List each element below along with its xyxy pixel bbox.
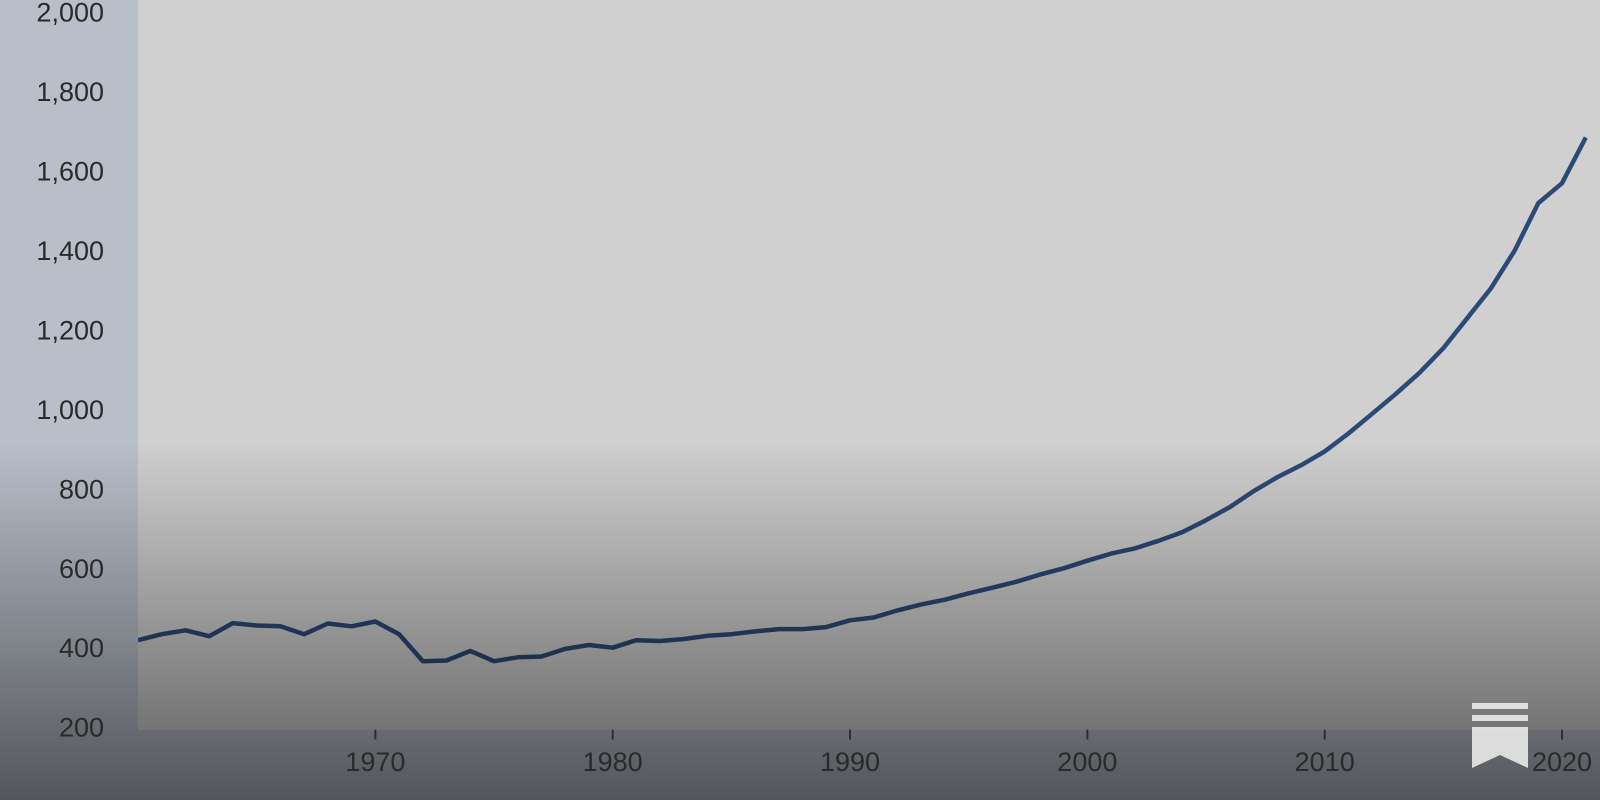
y-tick-label: 1,000 [36, 395, 104, 425]
x-tick-label: 1980 [583, 747, 643, 777]
y-tick-label: 200 [59, 713, 104, 743]
x-tick-label: 1970 [345, 747, 405, 777]
x-tick-label: 1990 [820, 747, 880, 777]
y-tick-label: 2,000 [36, 0, 104, 27]
y-tick-label: 1,600 [36, 156, 104, 186]
bookmark-icon[interactable] [1472, 703, 1528, 768]
x-tick-label: 2020 [1532, 747, 1592, 777]
y-tick-label: 1,200 [36, 315, 104, 345]
x-tick-label: 2000 [1057, 747, 1117, 777]
y-tick-label: 1,400 [36, 236, 104, 266]
y-tick-label: 400 [59, 633, 104, 663]
y-tick-label: 1,800 [36, 77, 104, 107]
y-tick-label: 600 [59, 554, 104, 584]
plot-area [138, 0, 1600, 730]
x-tick-label: 2010 [1295, 747, 1355, 777]
y-tick-label: 800 [59, 474, 104, 504]
